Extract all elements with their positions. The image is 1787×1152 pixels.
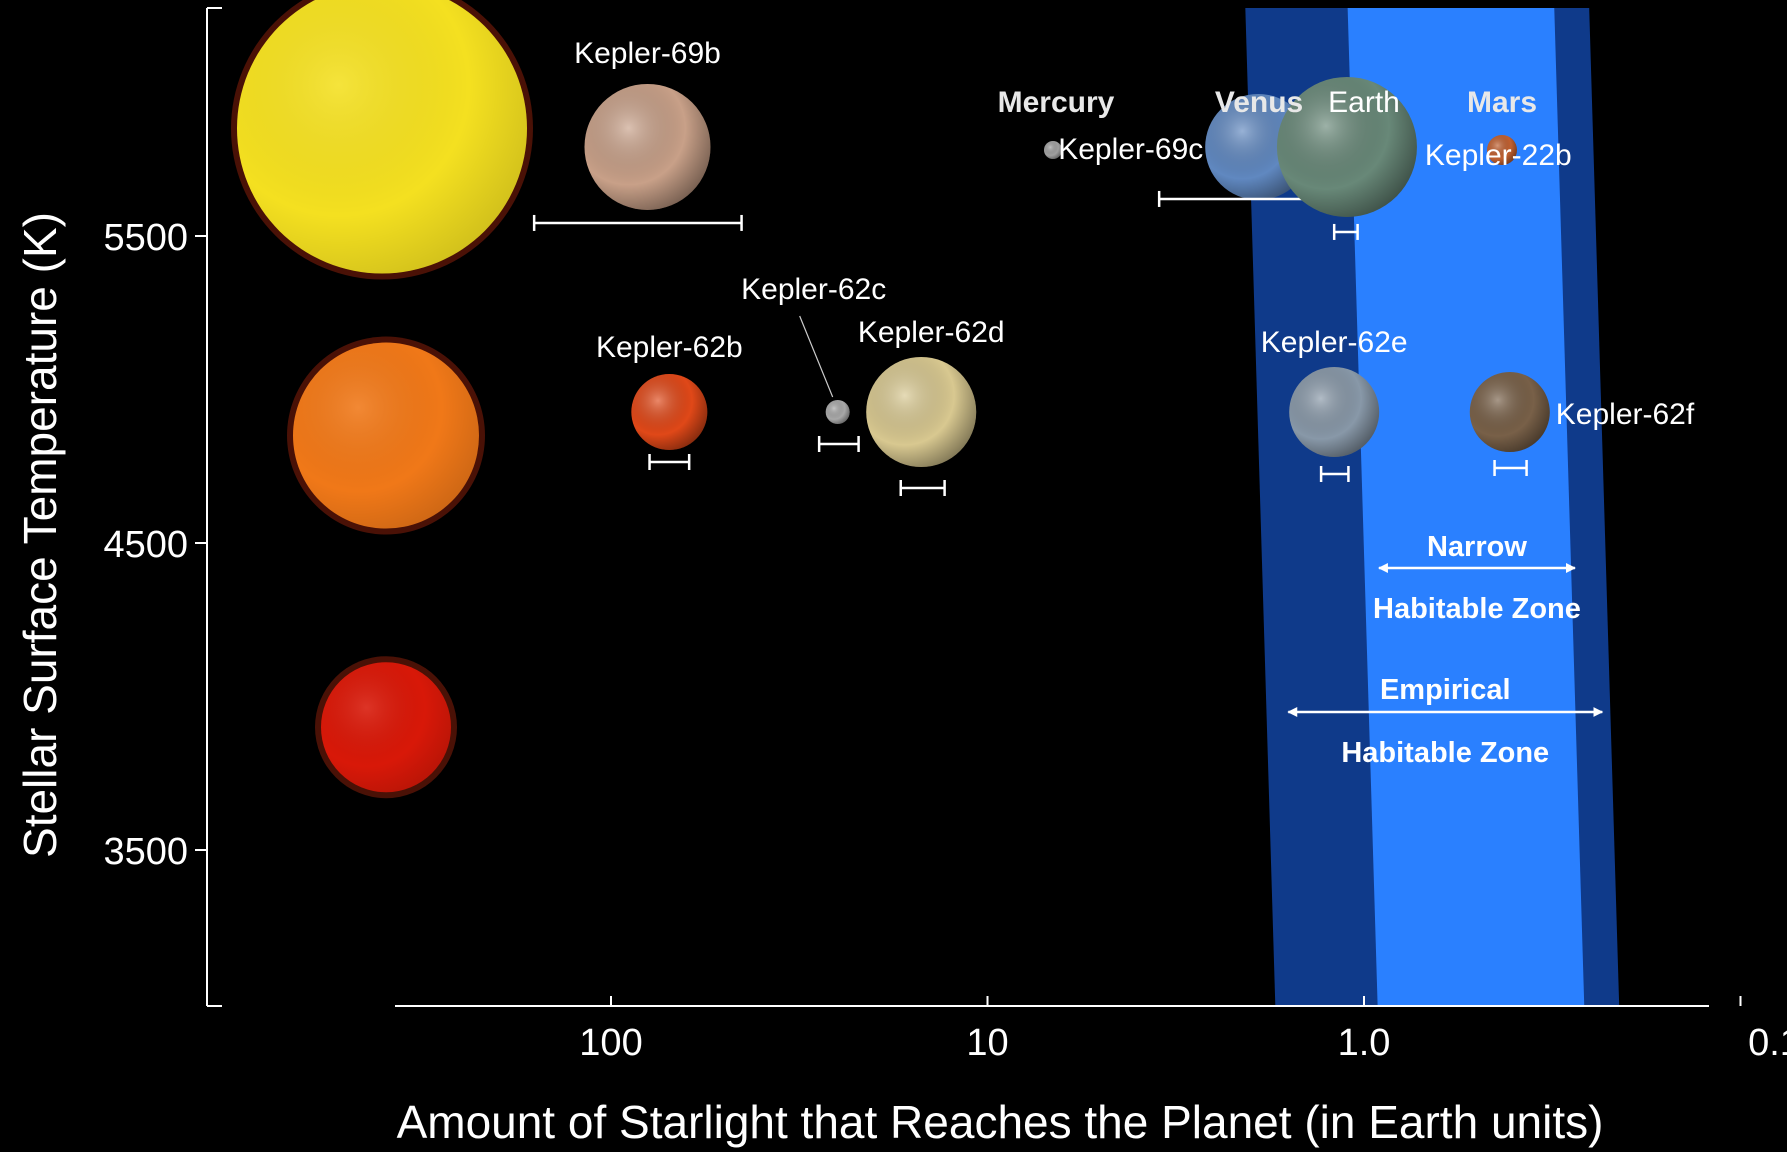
earth-label: Earth xyxy=(1328,86,1400,119)
x-tick-label-100: 100 xyxy=(579,1022,642,1064)
kepler-62c-label: Kepler-62c xyxy=(741,273,886,306)
chart-labels: Amount of Starlight that Reaches the Pla… xyxy=(14,37,1695,1148)
kepler-62f-planet-shading xyxy=(1469,372,1550,452)
y-tick-label-3500: 3500 xyxy=(103,831,188,873)
empirical-habitable-zone-label-line1: Empirical xyxy=(1380,674,1511,706)
kepler-62c-planet-shading xyxy=(825,400,850,424)
x-axis-title: Amount of Starlight that Reaches the Pla… xyxy=(397,1096,1604,1148)
axes: 5500 4500 3500 100 10 1.0 0.1 xyxy=(103,7,1787,1064)
star-shading-3 xyxy=(321,662,451,793)
star-shading-1 xyxy=(237,0,527,274)
y-tick-label-4500: 4500 xyxy=(103,524,188,566)
mars-label: Mars xyxy=(1467,86,1537,119)
kepler-62d-planet-shading xyxy=(866,357,977,467)
kepler-62e-label: Kepler-62e xyxy=(1261,326,1408,359)
venus-label: Venus xyxy=(1215,86,1303,119)
kepler-69c-label: Kepler-69c xyxy=(1058,133,1203,166)
habitable-zone-bands: Narrow Habitable Zone Empirical Habitable Z… xyxy=(1245,8,1620,1006)
narrow-habitable-zone-label-line1: Narrow xyxy=(1427,531,1527,563)
x-tick-label-1-0: 1.0 xyxy=(1338,1022,1391,1064)
kepler-62b-planet-shading xyxy=(631,374,708,450)
mars-planet-shading xyxy=(1486,135,1517,165)
kepler-62e-planet-shading xyxy=(1289,367,1380,457)
star-shading-2 xyxy=(293,342,479,529)
kepler-62f-label: Kepler-62f xyxy=(1556,398,1695,431)
y-axis-title: Stellar Surface Temperature (K) xyxy=(14,212,66,858)
kepler-69b-planet-shading xyxy=(584,83,711,210)
kepler-62d-label: Kepler-62d xyxy=(858,316,1005,349)
empirical-habitable-zone-label-line2: Habitable Zone xyxy=(1341,737,1549,769)
mercury-label: Mercury xyxy=(998,86,1115,119)
star-markers xyxy=(231,0,533,799)
mercury-planet-shading xyxy=(1043,141,1062,159)
x-tick-label-10: 10 xyxy=(966,1022,1008,1064)
narrow-habitable-zone-label-line2: Habitable Zone xyxy=(1373,593,1581,625)
kepler-69b-label: Kepler-69b xyxy=(574,37,721,70)
planet-markers xyxy=(532,76,1550,496)
kepler-62c-leader-line xyxy=(799,315,834,398)
kepler-22b-label: Kepler-22b xyxy=(1425,139,1572,172)
y-tick-label-5500: 5500 xyxy=(103,217,188,259)
kepler-22b-planet-shading xyxy=(1276,76,1417,217)
narrow-habitable-zone-band xyxy=(1347,8,1585,1006)
x-tick-label-0-1: 0.1 xyxy=(1748,1022,1787,1064)
kepler-62b-label: Kepler-62b xyxy=(596,331,743,364)
